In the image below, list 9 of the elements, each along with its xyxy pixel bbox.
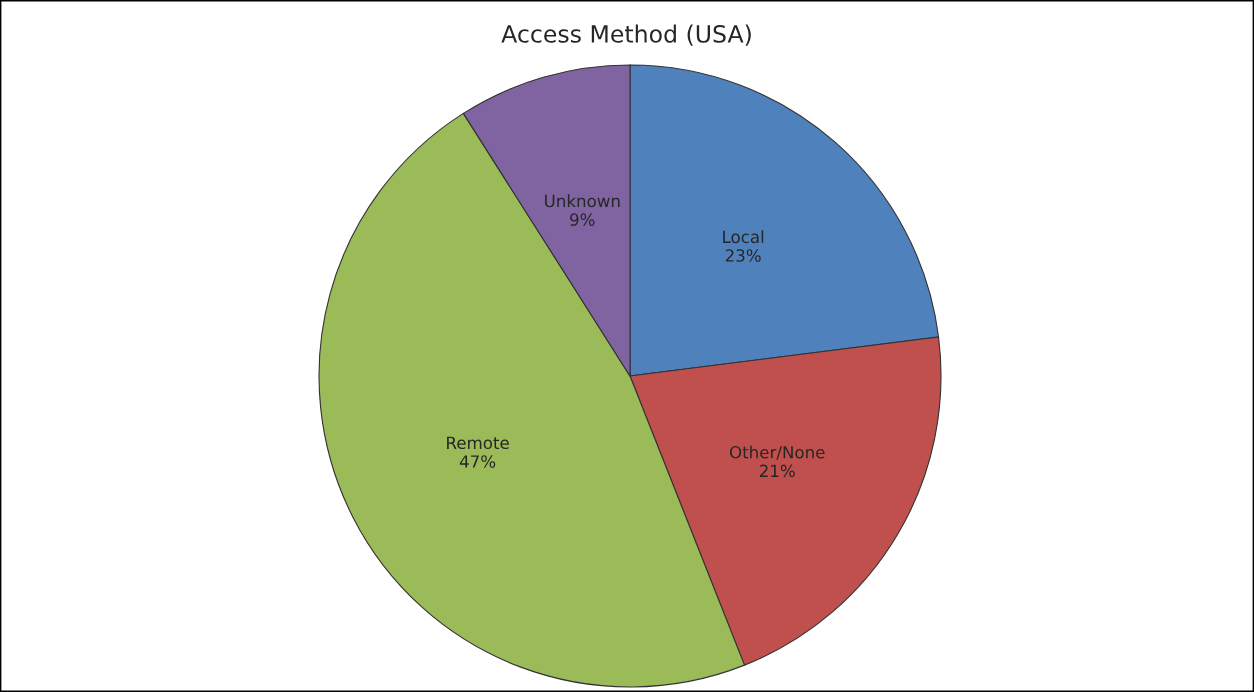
data-label: 23% [725,249,761,262]
data-label: 21% [759,464,795,478]
chart-title: Access Method (USA) [501,24,751,46]
data-label: 9% [570,213,595,226]
slice-label: Remote [447,436,509,450]
slice-label: Unknown [545,194,620,208]
slice-label: Local [723,230,764,244]
slice-label: Other/None [729,445,825,460]
data-label: 47% [459,455,496,468]
